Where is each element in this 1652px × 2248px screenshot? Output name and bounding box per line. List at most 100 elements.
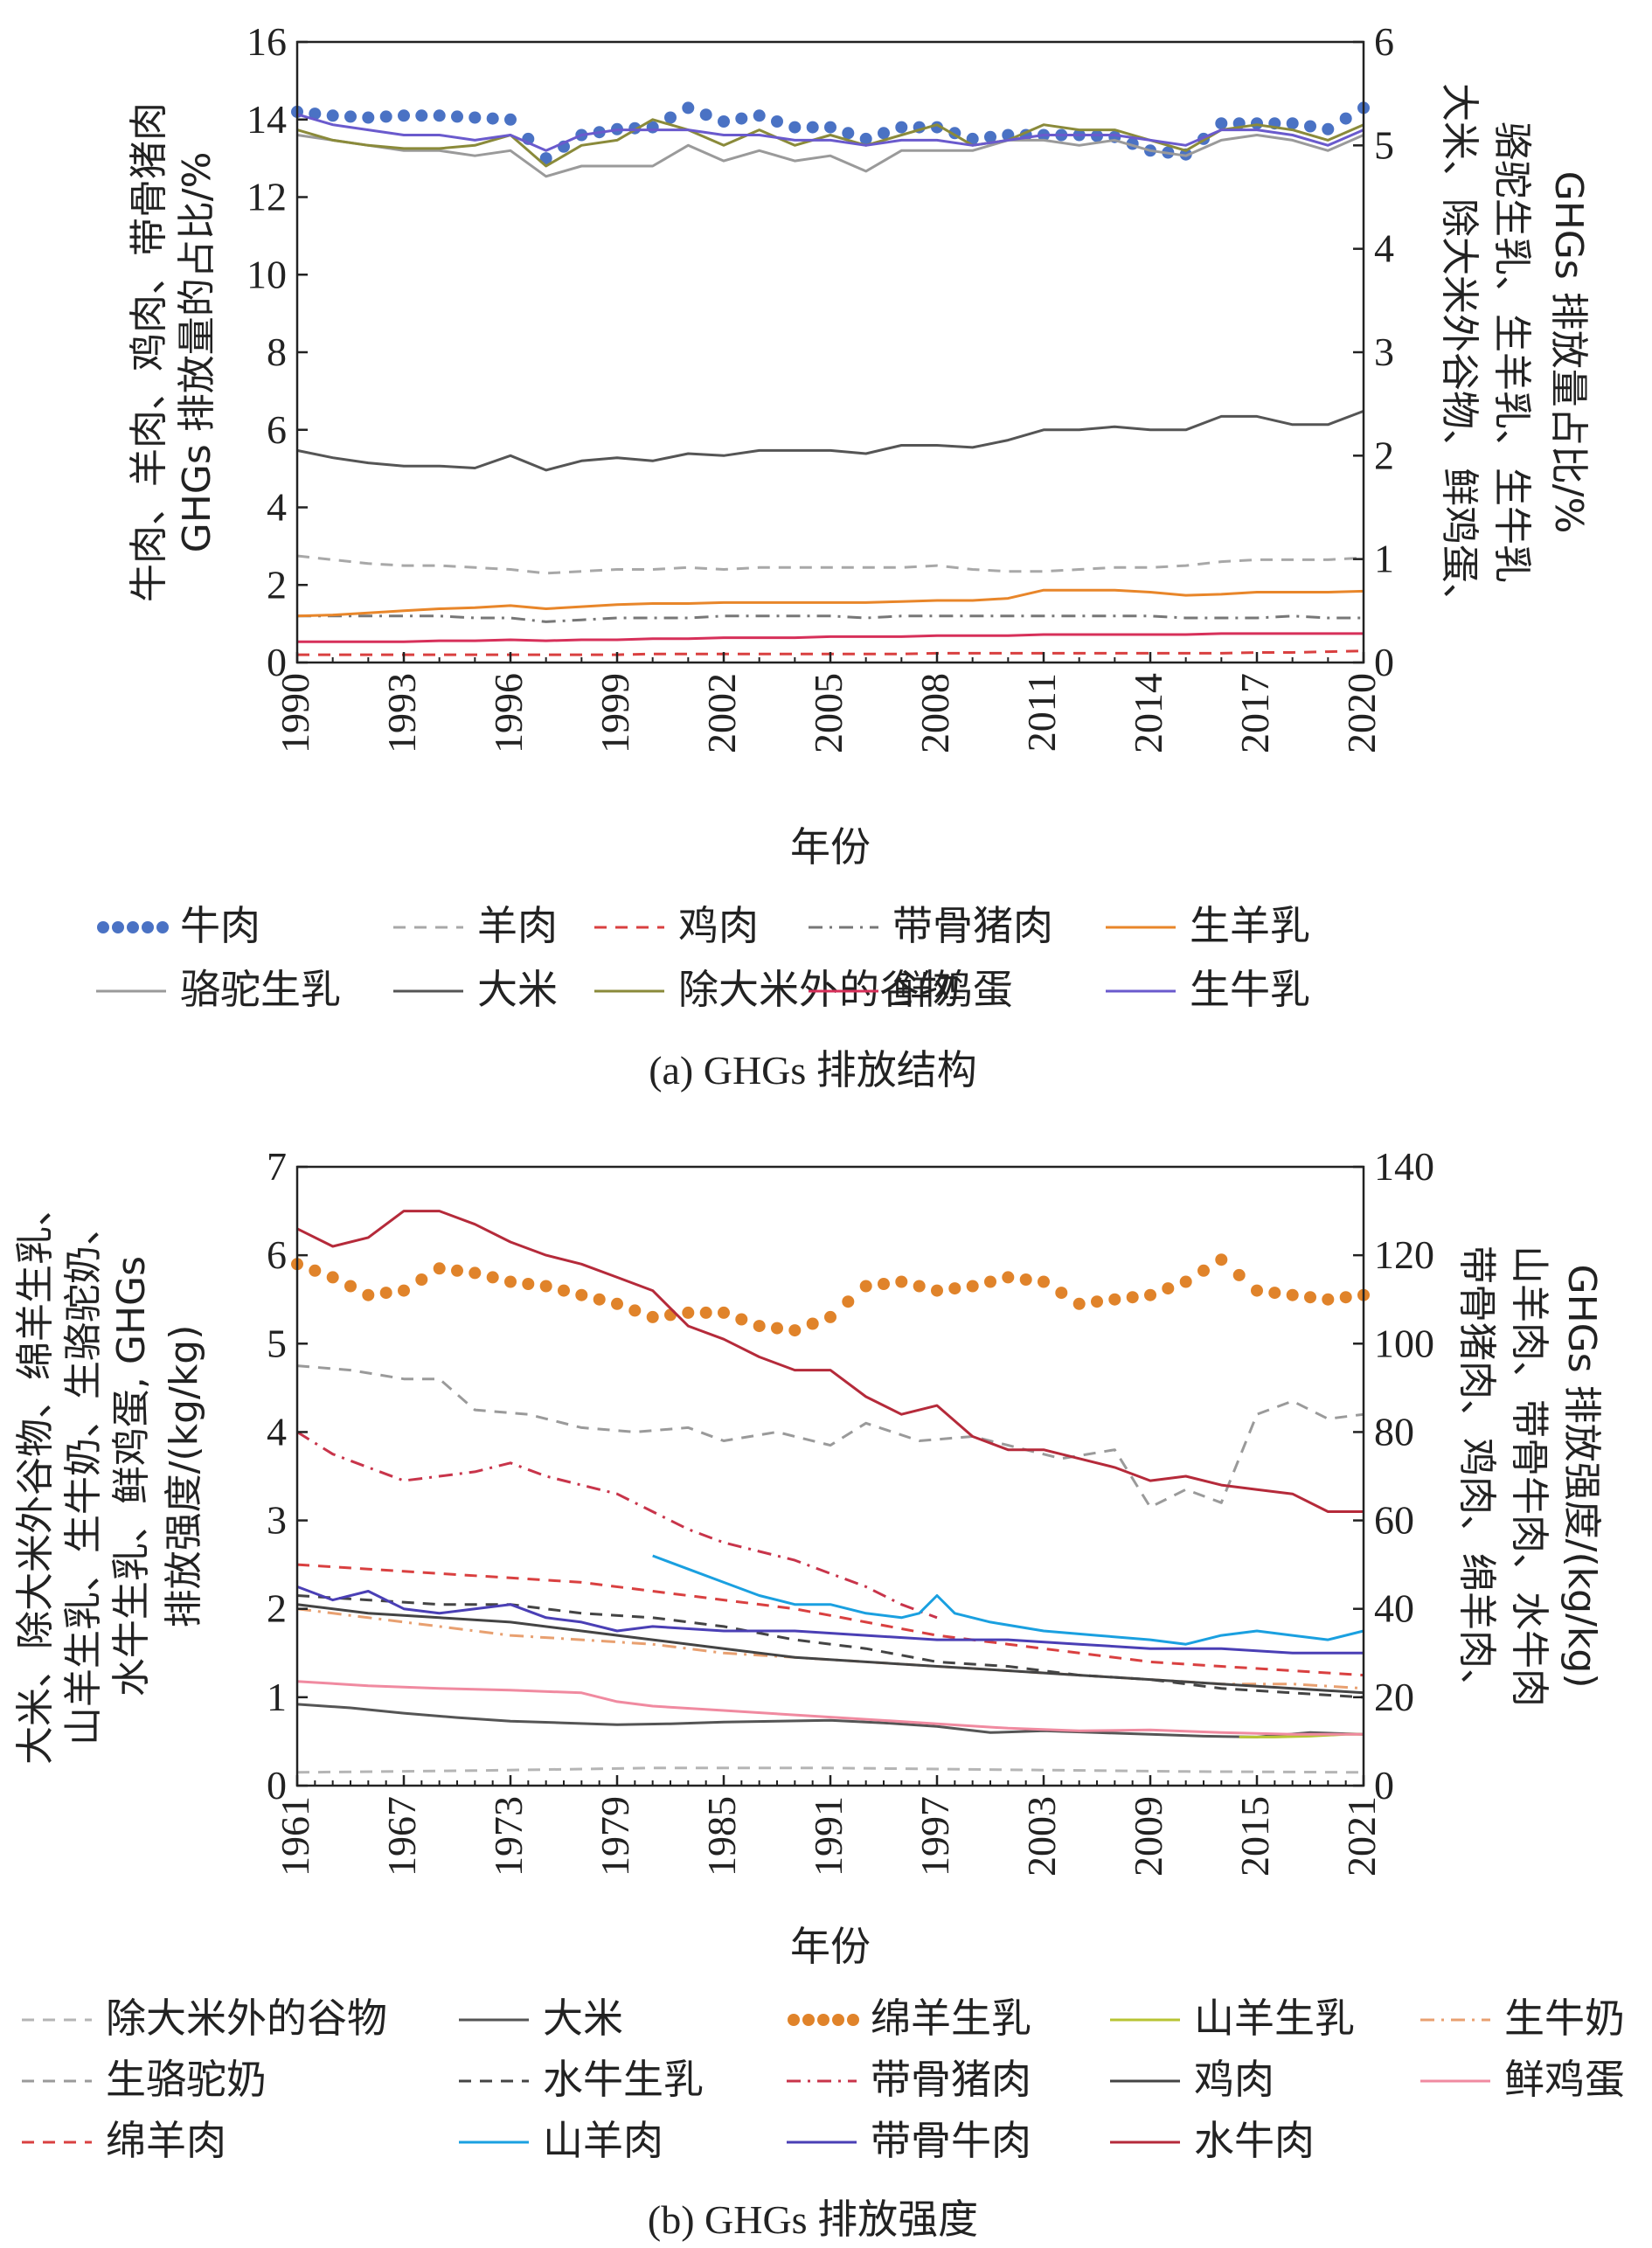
point-beef: [895, 121, 908, 134]
point-sheep_milk: [415, 1273, 428, 1286]
point-sheep_milk: [575, 1288, 588, 1301]
point-sheep_milk: [931, 1284, 943, 1297]
x-tick-label: 2002: [699, 673, 744, 753]
y2-tick-label: 4: [1374, 226, 1394, 271]
legend-label: 带骨猪肉: [871, 2056, 1031, 2103]
x-tick-label: 2020: [1339, 673, 1384, 753]
legend-item-goat_milk: 山羊生乳: [1110, 1995, 1355, 2042]
point-beef: [398, 109, 410, 122]
series-line-rice: [296, 1703, 1364, 1738]
point-sheep_milk: [842, 1295, 855, 1308]
legend-item-grains: 除大米外的谷物: [594, 966, 960, 1013]
point-sheep_milk: [1179, 1275, 1192, 1288]
legend-swatch-dot: [156, 921, 169, 933]
series-line-camel_milk: [296, 1364, 1364, 1509]
point-beef: [469, 111, 482, 124]
point-sheep_milk: [344, 1280, 357, 1293]
point-beef: [664, 111, 677, 124]
point-sheep_milk: [664, 1308, 677, 1322]
point-sheep_milk: [646, 1310, 659, 1323]
y2-axis-title-line: GHGs 排放量占比/%: [1546, 171, 1591, 534]
point-beef: [362, 111, 375, 124]
y-tick-label: 0: [267, 640, 287, 684]
point-sheep_milk: [735, 1313, 748, 1326]
y-tick-label: 16: [246, 19, 287, 64]
point-sheep_milk: [1019, 1273, 1032, 1286]
legend-label: 带骨牛肉: [871, 2117, 1031, 2164]
y2-tick-label: 6: [1374, 19, 1394, 64]
point-beef: [326, 109, 339, 122]
x-tick-label: 1967: [379, 1796, 424, 1877]
y2-tick-label: 140: [1374, 1144, 1434, 1189]
series-line-pork: [297, 614, 1364, 623]
point-beef: [878, 127, 890, 140]
point-beef: [415, 109, 428, 122]
legend-label: 山羊生乳: [1194, 1995, 1355, 2042]
point-beef: [699, 108, 712, 121]
series-line-camel_milk: [296, 134, 1364, 178]
x-tick-label: 2011: [1019, 673, 1064, 752]
y-tick-label: 2: [267, 562, 287, 607]
x-tick-label: 1973: [486, 1796, 531, 1877]
y2-tick-label: 3: [1374, 330, 1394, 374]
legend-item-goat_milk: 生羊乳: [1106, 902, 1310, 949]
point-beef: [771, 115, 783, 128]
series-line-pork: [296, 1431, 938, 1620]
point-beef: [539, 152, 552, 165]
point-beef: [984, 130, 996, 143]
series-line-eggs: [296, 1680, 1364, 1736]
legend-label: 鲜鸡蛋: [1504, 2056, 1625, 2103]
y2-tick-label: 0: [1374, 1763, 1394, 1807]
point-sheep_milk: [1286, 1288, 1299, 1301]
y-tick-label: 3: [267, 1498, 287, 1543]
legend-item-beef: 牛肉: [97, 902, 260, 949]
legend-item-rice: 大米: [459, 1995, 623, 2042]
point-sheep_milk: [398, 1284, 410, 1297]
x-tick-label: 2008: [913, 673, 957, 753]
y-axis-title-line: GHGs 排放量的占比/%: [175, 152, 219, 553]
point-beef: [718, 115, 730, 128]
point-sheep_milk: [469, 1266, 482, 1280]
x-tick-label: 2014: [1126, 673, 1170, 753]
point-sheep_milk: [1339, 1291, 1352, 1304]
series-line-goat_meat: [652, 1554, 1364, 1646]
y-tick-label: 5: [267, 1321, 287, 1365]
legend-label: 骆驼生乳: [180, 966, 341, 1013]
legend-swatch-dot: [112, 921, 124, 933]
y2-axis-title-line: 带骨猪肉、鸡肉、绵羊肉、: [1454, 1245, 1499, 1707]
point-sheep_milk: [753, 1320, 766, 1333]
point-beef: [788, 121, 802, 134]
point-sheep_milk: [1108, 1293, 1121, 1306]
series-line-grains: [296, 1766, 1364, 1774]
legend-item-chicken: 鸡肉: [594, 902, 759, 949]
series-line-eggs: [297, 632, 1364, 643]
point-beef: [806, 121, 819, 134]
y2-tick-label: 5: [1374, 122, 1394, 167]
legend-label: 除大米外的谷物: [678, 966, 960, 1013]
y-axis-title-line: 水牛生乳、鲜鸡蛋, GHGs: [109, 1256, 154, 1696]
series-line-beef: [296, 1585, 1364, 1655]
point-sheep_milk: [1144, 1288, 1156, 1301]
x-tick-label: 1997: [913, 1796, 957, 1877]
y-tick-label: 8: [267, 330, 287, 374]
point-sheep_milk: [859, 1280, 872, 1293]
y2-tick-label: 60: [1374, 1498, 1414, 1543]
point-beef: [379, 110, 392, 123]
point-sheep_milk: [1002, 1271, 1015, 1284]
x-tick-label: 1996: [486, 673, 531, 753]
y-tick-label: 6: [267, 1232, 287, 1277]
y-axis-title-line: 山羊生乳、生牛奶、生骆驼奶、: [61, 1207, 106, 1745]
point-beef: [966, 132, 979, 145]
x-tick-label: 2021: [1339, 1796, 1384, 1877]
x-axis-title: 年份: [790, 823, 871, 871]
point-sheep_milk: [1232, 1268, 1246, 1281]
x-tick-label: 1991: [806, 1796, 850, 1877]
panel-a: 1990 1993 1996 1999 2002 2005 2008 2011 2014 2017…: [96, 19, 1591, 1093]
y-axis-title-line: 牛肉、羊肉、鸡肉、带骨猪肉: [127, 102, 171, 602]
y2-axis-title-line: 骆驼生乳、生羊乳、生牛乳: [1489, 121, 1534, 583]
legend-swatch-dot: [802, 2014, 815, 2026]
x-tick-label: 2005: [806, 673, 850, 753]
y2-tick-label: 100: [1374, 1321, 1434, 1365]
x-tick-label: 2003: [1019, 1796, 1064, 1877]
legend-item-eggs: 鲜鸡蛋: [1420, 2056, 1625, 2103]
